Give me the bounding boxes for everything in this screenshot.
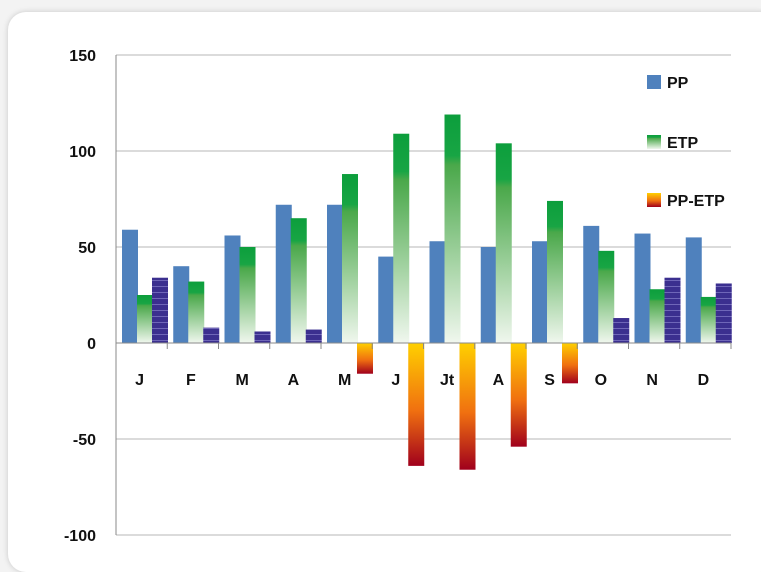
bar-pp-etp <box>305 329 322 343</box>
legend-swatch <box>647 193 661 207</box>
bar-pp-etp <box>664 277 681 343</box>
x-tick-label: N <box>646 372 658 389</box>
x-tick-label: F <box>186 372 196 389</box>
bar-pp <box>275 204 292 343</box>
bar-pp <box>583 225 600 343</box>
bar-etp <box>495 143 512 343</box>
bar-pp <box>173 266 190 343</box>
y-tick-label: 150 <box>69 48 96 65</box>
bar-etp <box>598 250 615 343</box>
tick-labels: -100 -50 0 50 100 150 J F M A M J Jt A S O N D <box>64 48 709 545</box>
x-tick-label: J <box>135 372 144 389</box>
y-tick-label: 50 <box>78 240 96 257</box>
bar-etp <box>393 133 410 343</box>
legend-swatch <box>647 75 661 89</box>
legend: PP ETP PP-ETP <box>647 75 725 210</box>
bar-etp <box>239 247 256 343</box>
y-tick-label: 100 <box>69 144 96 161</box>
bar-pp <box>480 247 497 343</box>
legend-label: ETP <box>667 135 698 152</box>
y-tick-label: 0 <box>87 336 96 353</box>
bar-pp <box>224 235 241 343</box>
bar-pp-etp <box>562 343 578 384</box>
bars <box>122 114 732 470</box>
bar-etp <box>188 281 205 343</box>
x-tick-label: A <box>493 372 505 389</box>
bar-etp <box>444 114 461 344</box>
x-tick-label: M <box>338 372 351 389</box>
x-tick-label: Jt <box>440 372 455 389</box>
bar-pp-etp <box>459 343 476 470</box>
x-tick-label: D <box>698 372 710 389</box>
legend-label: PP-ETP <box>667 193 725 210</box>
x-tick-label: O <box>595 372 607 389</box>
bar-pp-etp <box>408 343 425 466</box>
bar-etp <box>137 295 153 343</box>
y-tick-label: -100 <box>64 528 96 545</box>
bar-pp-etp <box>510 343 527 447</box>
x-tick-label: M <box>235 372 248 389</box>
bar-pp-etp <box>203 327 220 343</box>
bar-pp-etp <box>254 331 271 343</box>
bar-pp <box>122 229 138 343</box>
bar-etp <box>547 200 563 343</box>
x-tick-label: S <box>544 372 555 389</box>
x-tick-label: A <box>288 372 300 389</box>
bar-pp <box>378 256 395 343</box>
bar-pp-etp <box>357 343 373 374</box>
axes <box>115 55 732 535</box>
bar-etp <box>342 174 358 343</box>
bar-pp <box>685 237 702 343</box>
bar-pp-etp <box>152 277 168 343</box>
bar-etp <box>290 218 307 343</box>
bar-pp <box>327 204 343 343</box>
legend-label: PP <box>667 75 689 92</box>
legend-swatch <box>647 135 661 149</box>
bar-pp <box>532 241 548 343</box>
bar-pp-etp <box>715 283 732 343</box>
y-tick-label: -50 <box>73 432 96 449</box>
bar-etp <box>649 289 666 343</box>
bar-pp <box>429 241 446 343</box>
bar-pp <box>634 233 651 343</box>
x-tick-label: J <box>391 372 400 389</box>
bar-pp-etp <box>613 318 630 343</box>
bar-etp <box>700 296 717 343</box>
